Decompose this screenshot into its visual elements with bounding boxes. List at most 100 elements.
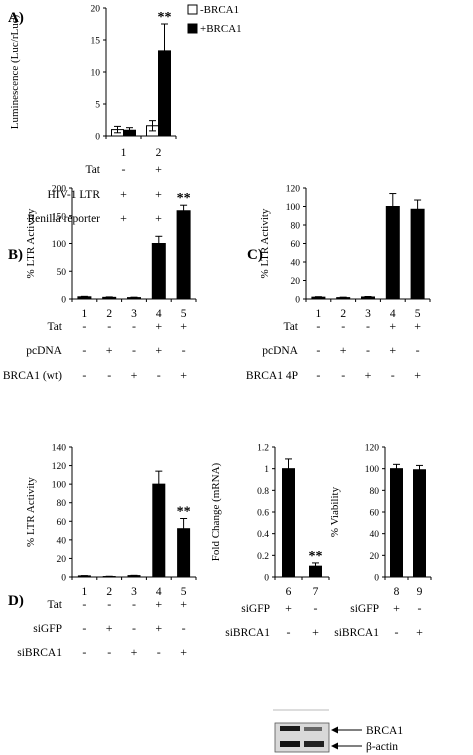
row-label-d: siGFP — [33, 623, 62, 635]
row-sign-d: + — [180, 645, 187, 659]
row-sign-f: + — [393, 601, 400, 615]
panel-label-c: C) — [247, 247, 263, 263]
y-tick-label-b: 0 — [61, 296, 66, 306]
row-sign-e: + — [312, 625, 319, 639]
row-sign-f: - — [395, 625, 399, 639]
western-blot: BRCA1 β-actin — [273, 709, 403, 753]
row-sign-c: + — [389, 319, 396, 333]
row-sign-c: - — [341, 319, 345, 333]
category-label-a: 2 — [156, 147, 162, 159]
bar-c-4 — [385, 206, 400, 300]
row-sign-a: + — [155, 162, 162, 176]
legend-label-1: +BRCA1 — [200, 23, 242, 35]
category-label-a: 1 — [121, 147, 127, 159]
y-tick-label-c: 80 — [291, 222, 301, 232]
row-sign-d: + — [106, 621, 113, 635]
bar-e-6 — [282, 468, 295, 578]
legend-swatch-1 — [187, 23, 198, 34]
row-sign-b: + — [131, 368, 138, 382]
category-label-b: 3 — [131, 308, 137, 320]
row-sign-a: + — [155, 211, 162, 225]
row-sign-c: + — [414, 319, 421, 333]
row-sign-c: - — [316, 368, 320, 382]
y-axis-label-c: % LTR Activity — [259, 208, 271, 278]
y-axis-label-f: % Viability — [329, 486, 341, 537]
row-sign-c: + — [340, 343, 347, 357]
row-label-b: BRCA1 (wt) — [3, 370, 62, 382]
bar-d-4 — [152, 483, 166, 578]
row-label-d: Tat — [47, 599, 62, 611]
row-sign-b: - — [132, 343, 136, 357]
y-tick-label-f: 40 — [370, 530, 380, 540]
chart-panel-c: C) 0 20 40 60 80 100 120 % LTR Activity 1 2 3 4 5 Tat -… — [246, 185, 431, 382]
row-label-d: siBRCA1 — [17, 647, 62, 659]
row-sign-b: + — [180, 368, 187, 382]
row-sign-b: + — [155, 319, 162, 333]
category-label-b: 2 — [106, 308, 112, 320]
y-tick-label-a: 20 — [91, 5, 101, 15]
y-tick-label-d: 0 — [61, 574, 66, 584]
panel-label-d: D) — [8, 593, 24, 609]
row-sign-d: + — [155, 597, 162, 611]
y-tick-label-c: 40 — [291, 259, 301, 269]
y-tick-label-a: 15 — [91, 37, 101, 47]
legend-swatch-0 — [187, 4, 198, 15]
chart-panel-a: A) 0 5 10 15 20 Luminescence (Luc/rLuc) ** 1 2 Tat… — [8, 4, 242, 225]
category-label-b: 4 — [156, 308, 162, 320]
y-tick-label-c: 100 — [286, 203, 301, 213]
row-sign-b: - — [132, 319, 136, 333]
row-sign-d: - — [157, 645, 161, 659]
row-sign-c: - — [341, 368, 345, 382]
row-sign-c: + — [414, 368, 421, 382]
significance-marker-b: ** — [177, 191, 191, 206]
y-tick-label-d: 60 — [57, 518, 67, 528]
row-label-f: siGFP — [350, 603, 379, 615]
row-label-c: Tat — [283, 321, 298, 333]
y-tick-label-d: 80 — [57, 499, 67, 509]
row-sign-d: + — [131, 645, 138, 659]
category-label-c: 5 — [415, 308, 421, 320]
category-label-b: 5 — [181, 308, 187, 320]
row-sign-d: - — [82, 645, 86, 659]
row-sign-b: - — [82, 343, 86, 357]
category-label-f: 8 — [394, 586, 400, 598]
category-label-e: 6 — [286, 586, 292, 598]
y-tick-label-d: 20 — [57, 555, 67, 565]
row-label-a: Tat — [85, 164, 100, 176]
row-sign-d: - — [82, 597, 86, 611]
y-tick-label-e: 0 — [264, 574, 269, 584]
row-sign-b: - — [82, 319, 86, 333]
row-sign-b: - — [182, 343, 186, 357]
y-tick-label-a: 0 — [95, 133, 100, 143]
chart-panel-f: 0 20 40 60 80 100 120 % Viability 8 9 siGFP + - siBRC… — [329, 444, 432, 639]
row-sign-c: - — [366, 343, 370, 357]
y-tick-label-e: 0.6 — [257, 509, 269, 519]
row-sign-b: - — [107, 319, 111, 333]
panel-label-b: B) — [8, 247, 23, 263]
row-sign-d: + — [155, 621, 162, 635]
y-tick-label-a: 10 — [91, 69, 101, 79]
panel-label-a: A) — [8, 10, 24, 26]
chart-panel-d: D) 0 20 40 60 80 100 120 140 % LTR Activity ** 1 2 3 4… — [8, 444, 197, 659]
category-label-c: 3 — [365, 308, 371, 320]
row-sign-f: - — [418, 601, 422, 615]
category-label-b: 1 — [82, 308, 88, 320]
bar-f-9 — [413, 469, 426, 578]
y-tick-label-e: 0.4 — [257, 530, 269, 540]
y-tick-label-f: 20 — [370, 552, 380, 562]
row-label-e: siBRCA1 — [225, 627, 270, 639]
row-sign-e: - — [287, 625, 291, 639]
y-tick-label-a: 5 — [95, 101, 100, 111]
y-tick-label-e: 1 — [264, 465, 269, 475]
y-tick-label-f: 60 — [370, 509, 380, 519]
y-tick-label-f: 100 — [365, 465, 380, 475]
row-sign-f: + — [416, 625, 423, 639]
y-axis-label-a: Luminescence (Luc/rLuc) — [9, 14, 21, 129]
y-axis-label-b: % LTR Activity — [25, 208, 37, 278]
row-sign-a: + — [120, 187, 127, 201]
row-sign-c: - — [366, 319, 370, 333]
row-sign-a: - — [122, 162, 126, 176]
y-tick-label-b: 50 — [57, 268, 67, 278]
y-axis-label-e: Fold Change (mRNA) — [210, 462, 222, 561]
y-tick-label-f: 0 — [374, 574, 379, 584]
